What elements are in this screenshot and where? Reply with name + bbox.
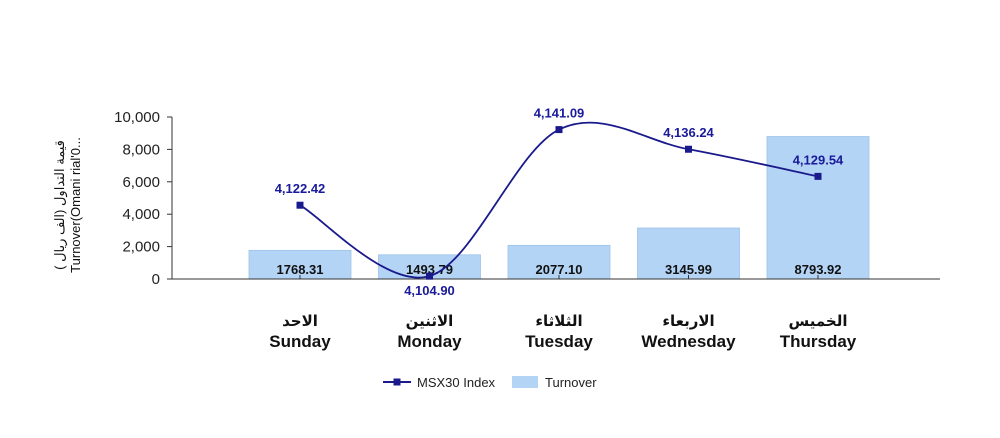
turnover-bar-label: 1768.31 bbox=[277, 262, 324, 277]
category-label-arabic: الاحد bbox=[282, 312, 318, 330]
turnover-bar-label: 3145.99 bbox=[665, 262, 712, 277]
index-point bbox=[426, 272, 433, 280]
turnover-bar bbox=[507, 244, 611, 280]
index-point bbox=[685, 145, 692, 153]
turnover-bar-label: 8793.92 bbox=[795, 262, 842, 277]
turnover-bar bbox=[766, 136, 870, 280]
category-labels: الاحد Sunday الاثنين Monday الثلاثاء Tuesday ا… bbox=[269, 312, 856, 351]
y-tick-label: 2,000 bbox=[122, 239, 160, 256]
legend-bar-swatch bbox=[512, 376, 538, 388]
category-label: Monday bbox=[397, 332, 462, 351]
index-point-label: 4,136.24 bbox=[663, 125, 714, 140]
category-label-arabic: الثلاثاء bbox=[535, 312, 582, 330]
legend-index-label: MSX30 Index bbox=[417, 375, 496, 390]
turnover-bar-label: 2077.10 bbox=[536, 262, 583, 277]
y-tick-label: 6,000 bbox=[122, 174, 160, 191]
turnover-bar-label: 1493.79 bbox=[406, 262, 453, 277]
index-point-label: 4,141.09 bbox=[534, 106, 585, 121]
legend-line-marker bbox=[393, 378, 401, 386]
turnover-bar bbox=[637, 227, 740, 280]
category-label: Sunday bbox=[269, 332, 331, 351]
index-point bbox=[296, 201, 304, 209]
category-label-arabic: الاربعاء bbox=[662, 312, 714, 330]
index-line bbox=[299, 121, 819, 279]
y-axis-ticks: 0 2,000 4,000 6,000 8,000 10,000 bbox=[114, 109, 172, 288]
legend-turnover-label: Turnover bbox=[545, 375, 597, 390]
index-point-label: 4,122.42 bbox=[275, 181, 326, 196]
y-tick-label: 8,000 bbox=[122, 141, 160, 158]
y-axis-title: ( قيمة التداول (الف ريال Turnover(Omani … bbox=[52, 137, 83, 273]
index-point-label: 4,129.54 bbox=[793, 152, 844, 167]
index-point bbox=[814, 172, 822, 180]
y-tick-label: 0 bbox=[152, 271, 160, 288]
y-tick-label: 4,000 bbox=[122, 206, 160, 223]
category-label-arabic: الخميس bbox=[789, 312, 848, 330]
turnover-bars: 1768.31 1493.79 2077.10 3145.99 8793.92 bbox=[248, 136, 870, 280]
y-tick-label: 10,000 bbox=[114, 109, 160, 126]
category-label: Tuesday bbox=[525, 332, 593, 351]
legend: MSX30 Index Turnover bbox=[383, 375, 597, 390]
category-label-arabic: الاثنين bbox=[406, 312, 454, 330]
y-axis-title-english: Turnover(Omani rial'0... bbox=[68, 137, 83, 273]
category-label: Thursday bbox=[780, 332, 857, 351]
category-label: Wednesday bbox=[641, 332, 736, 351]
index-line-series: 4,122.42 4,104.90 4,141.09 4,136.24 4,129.54 bbox=[275, 106, 844, 299]
y-axis-title-arabic: ( قيمة التداول (الف ريال bbox=[52, 140, 68, 270]
index-point bbox=[555, 126, 563, 134]
index-point-label: 4,104.90 bbox=[404, 283, 455, 298]
